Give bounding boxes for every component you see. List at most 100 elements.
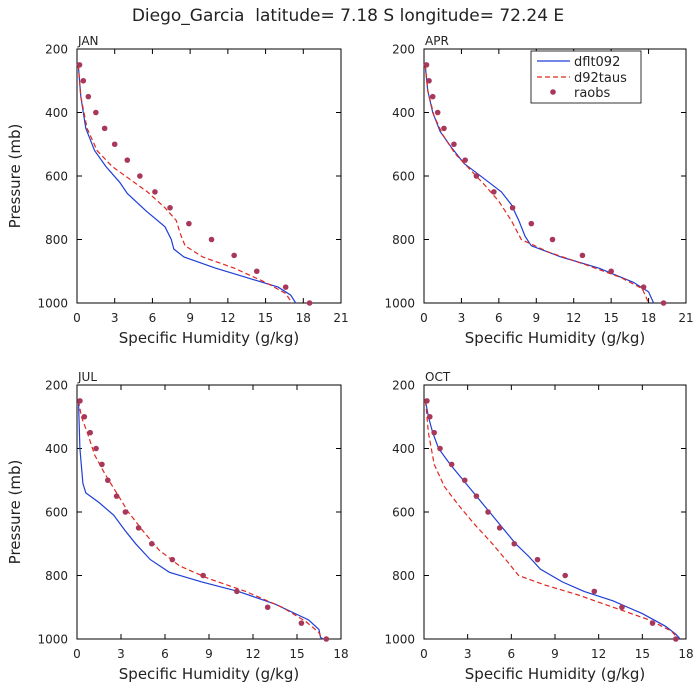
point-raobs-jul-12 <box>234 588 240 595</box>
point-raobs-apr-6 <box>462 157 468 163</box>
panel-label-jan: JAN <box>77 34 99 48</box>
y-tick-label-apr-0: 200 <box>392 43 415 57</box>
x-tick-label-jan-0: 0 <box>73 311 81 325</box>
point-raobs-jul-13 <box>264 604 271 611</box>
point-raobs-jan-10 <box>186 220 192 227</box>
x-tick-label-apr-7: 21 <box>678 311 693 325</box>
x-tick-label-jul-1: 3 <box>117 647 125 661</box>
series-line-d92taus-oct <box>424 400 680 640</box>
point-raobs-apr-12 <box>579 252 586 259</box>
x-tick-label-jan-5: 15 <box>258 311 273 325</box>
x-tick-label-apr-0: 0 <box>420 311 428 325</box>
point-raobs-oct-2 <box>431 429 437 436</box>
point-raobs-jan-11 <box>208 236 215 243</box>
point-raobs-jan-1 <box>80 77 87 84</box>
y-tick-label-oct-3: 800 <box>392 569 415 583</box>
panel-jul: JUL 0 3 6 9 12 15 18 200 400 600 800 1000 Specific Hu… <box>6 370 349 683</box>
point-raobs-jan-6 <box>124 157 131 163</box>
point-raobs-apr-0 <box>423 62 430 68</box>
point-raobs-jan-12 <box>231 252 237 259</box>
point-raobs-jan-13 <box>253 268 260 275</box>
x-tick-label-oct-1: 3 <box>464 647 472 661</box>
y-tick-label-apr-1: 400 <box>392 106 415 120</box>
y-axis-label-jan: Pressure (mb) <box>6 124 24 229</box>
x-tick-label-apr-6: 18 <box>641 311 656 325</box>
x-tick-label-oct-5: 15 <box>635 647 650 661</box>
point-raobs-jul-8 <box>135 525 142 531</box>
y-tick-label-oct-0: 200 <box>392 379 415 393</box>
point-raobs-jul-2 <box>87 429 93 436</box>
x-tick-label-jul-6: 18 <box>333 647 348 661</box>
x-tick-label-jan-4: 12 <box>220 311 235 325</box>
series-line-dflt092-jan <box>77 64 297 304</box>
point-raobs-jul-7 <box>122 509 129 515</box>
legend-label-raobs: raobs <box>574 86 611 101</box>
x-tick-label-apr-2: 6 <box>495 311 503 325</box>
y-tick-label-jan-2: 600 <box>45 170 68 184</box>
x-axis-label-jul: Specific Humidity (g/kg) <box>119 665 299 683</box>
point-raobs-oct-13 <box>619 604 625 611</box>
x-axis-label-jan: Specific Humidity (g/kg) <box>119 329 299 347</box>
point-raobs-oct-6 <box>473 493 480 499</box>
y-tick-label-apr-3: 800 <box>392 233 415 247</box>
legend: dflt092 d92taus raobs <box>530 50 642 104</box>
point-raobs-jan-9 <box>167 204 173 211</box>
point-raobs-jan-15 <box>306 300 313 306</box>
point-raobs-oct-12 <box>591 588 598 595</box>
x-tick-label-jul-5: 15 <box>289 647 304 661</box>
y-tick-label-jan-3: 800 <box>45 233 68 247</box>
y-tick-label-jul-4: 1000 <box>37 633 68 647</box>
point-raobs-jul-1 <box>81 413 88 420</box>
point-raobs-apr-14 <box>640 284 647 290</box>
point-raobs-jul-10 <box>169 556 176 563</box>
series-line-dflt092-apr <box>424 64 655 304</box>
point-raobs-jan-8 <box>152 189 158 195</box>
panel-apr: APR 0 3 6 9 12 15 18 21 200 400 600 800 1000 Specific … <box>384 34 693 347</box>
point-raobs-apr-4 <box>441 125 447 132</box>
y-tick-label-jul-1: 400 <box>45 442 68 456</box>
point-raobs-apr-2 <box>429 93 436 100</box>
series-line-d92taus-jan <box>77 64 293 304</box>
x-tick-label-apr-1: 3 <box>458 311 466 325</box>
panel-label-oct: OCT <box>425 370 451 384</box>
x-tick-label-apr-3: 9 <box>532 311 540 325</box>
plot-frame-jan <box>76 48 342 304</box>
point-raobs-apr-9 <box>509 204 516 211</box>
y-tick-label-jan-0: 200 <box>45 43 68 57</box>
point-raobs-oct-1 <box>427 413 433 420</box>
point-raobs-apr-5 <box>451 141 457 148</box>
panel-jan: JAN 0 3 6 9 12 15 18 21 200 400 600 800 1000 Specific … <box>6 34 349 347</box>
x-tick-label-jan-7: 21 <box>333 311 348 325</box>
panel-oct: OCT 0 3 6 9 12 15 18 200 400 600 800 1000 Specific Hu… <box>384 370 693 683</box>
x-tick-label-apr-5: 15 <box>604 311 619 325</box>
x-axis-label-oct: Specific Humidity (g/kg) <box>465 665 645 683</box>
point-raobs-oct-8 <box>496 525 503 531</box>
y-tick-label-jan-4: 1000 <box>37 297 68 311</box>
point-raobs-oct-7 <box>485 509 491 515</box>
point-raobs-apr-7 <box>473 173 480 179</box>
y-tick-label-apr-4: 1000 <box>384 297 415 311</box>
x-tick-label-jan-2: 6 <box>149 311 157 325</box>
point-raobs-jul-5 <box>105 477 111 484</box>
point-raobs-oct-0 <box>424 398 430 404</box>
y-tick-label-jul-0: 200 <box>45 379 68 393</box>
panel-label-apr: APR <box>425 34 449 48</box>
point-raobs-oct-15 <box>673 636 679 642</box>
point-raobs-jan-2 <box>85 93 92 100</box>
point-raobs-apr-11 <box>549 236 556 243</box>
plot-frame-jul <box>76 384 342 640</box>
point-raobs-jan-14 <box>282 284 289 290</box>
point-raobs-apr-13 <box>608 268 614 275</box>
y-tick-label-jul-2: 600 <box>45 506 68 520</box>
point-raobs-jul-15 <box>323 636 330 642</box>
y-axis-label-jul: Pressure (mb) <box>6 460 24 565</box>
panel-label-jul: JUL <box>77 370 97 384</box>
series-line-dflt092-oct <box>424 400 681 640</box>
point-raobs-oct-4 <box>448 461 455 468</box>
x-tick-label-apr-4: 12 <box>566 311 581 325</box>
x-tick-label-oct-0: 0 <box>420 647 428 661</box>
point-raobs-apr-15 <box>660 300 667 306</box>
y-tick-label-oct-1: 400 <box>392 442 415 456</box>
y-tick-label-oct-4: 1000 <box>384 633 415 647</box>
